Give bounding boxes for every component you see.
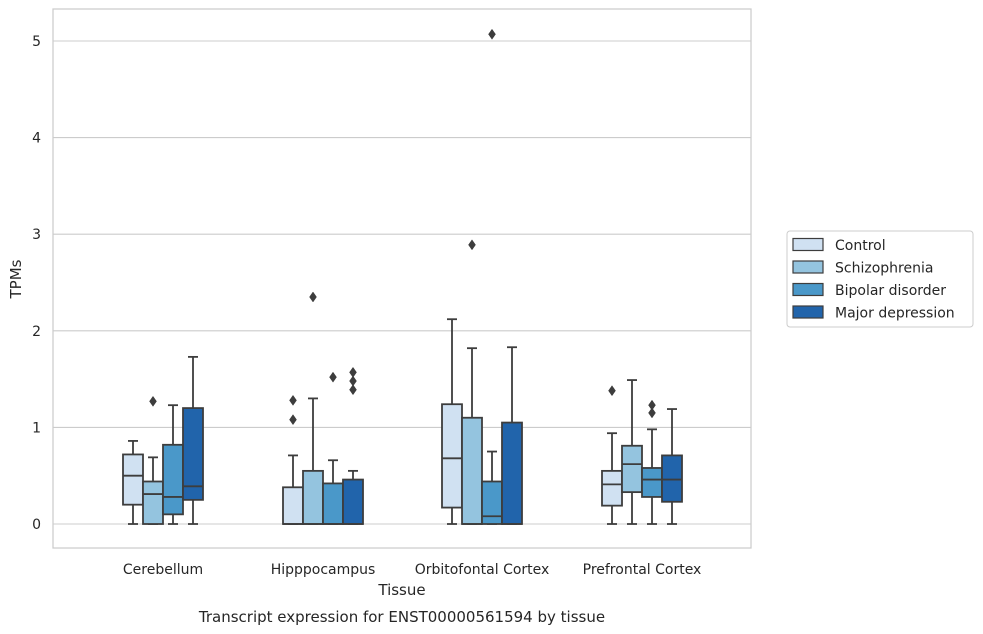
y-tick-label: 2 [32,324,41,340]
box-iqr [342,478,364,525]
box-major-depression-2 [501,346,523,525]
legend-frame [786,230,974,328]
y-tick-labels: 0 1 2 3 4 5 [32,34,41,533]
box-iqr [441,403,463,509]
plot-frame [52,8,752,549]
outlier-point [289,394,297,406]
box-iqr [461,416,483,525]
x-tick-label: Hipppocampus [271,562,376,578]
box-iqr [661,454,683,503]
legend-label: Schizophrenia [835,261,933,277]
x-tick-labels: Cerebellum Hipppocampus Orbitofontal Corte… [123,562,701,578]
outlier-point [468,239,476,251]
box-schizophrenia-3 [621,379,643,525]
y-axis-label: TPMs [7,259,25,299]
box-iqr [142,480,164,525]
outlier-point [648,399,656,411]
outlier-point [349,384,357,396]
box-schizophrenia-0 [142,395,164,525]
y-tick-label: 5 [32,34,41,50]
figure-caption: Transcript expression for ENST0000056159… [198,608,605,626]
box-schizophrenia-2 [461,239,483,525]
outlier-point [329,371,337,383]
outlier-point [149,395,157,407]
x-tick-label: Cerebellum [123,562,203,578]
box-iqr [621,444,643,494]
legend-swatch [792,305,824,319]
outlier-point [608,385,616,397]
box-bipolar-disorder-2 [481,28,503,525]
box-iqr [302,469,324,525]
box-iqr [501,421,523,525]
box-control-3 [601,385,623,525]
box-iqr [122,453,144,506]
legend: Control Schizophrenia Bipolar disorder Majo… [786,230,974,328]
y-tick-label: 0 [32,517,41,533]
box-bipolar-disorder-1 [322,371,344,525]
box-groups [122,28,683,525]
box-bipolar-disorder-0 [162,404,184,525]
outlier-point [289,414,297,426]
box-major-depression-0 [182,355,204,525]
legend-label: Control [835,238,886,254]
outlier-point [648,407,656,419]
outlier-point [349,366,357,378]
box-iqr [601,469,623,507]
box-iqr [162,443,184,516]
y-tick-label: 1 [32,420,41,436]
box-schizophrenia-1 [302,291,324,525]
legend-label: Major depression [835,306,955,322]
outlier-point [488,28,496,40]
box-iqr [481,480,503,525]
box-iqr [282,486,304,525]
legend-swatch [792,260,824,274]
box-major-depression-1 [342,366,364,525]
box-iqr [182,407,204,501]
box-iqr [322,482,344,525]
x-axis-label: Tissue [377,581,425,599]
legend-swatch [792,237,824,252]
legend-items: Control Schizophrenia Bipolar disorder Majo… [792,237,955,322]
y-tick-label: 3 [32,227,41,243]
box-bipolar-disorder-3 [641,399,663,525]
grid-lines [53,40,751,525]
x-tick-label: Prefrontal Cortex [583,562,702,578]
box-control-2 [441,318,463,525]
box-control-1 [282,394,304,525]
y-tick-label: 4 [32,131,41,147]
outlier-point [309,291,317,303]
box-iqr [641,467,663,498]
x-tick-label: Orbitofontal Cortex [415,562,550,578]
outlier-point [349,375,357,387]
legend-label: Bipolar disorder [835,283,946,299]
box-control-0 [122,440,144,525]
legend-swatch [792,282,824,297]
box-major-depression-3 [661,408,683,525]
